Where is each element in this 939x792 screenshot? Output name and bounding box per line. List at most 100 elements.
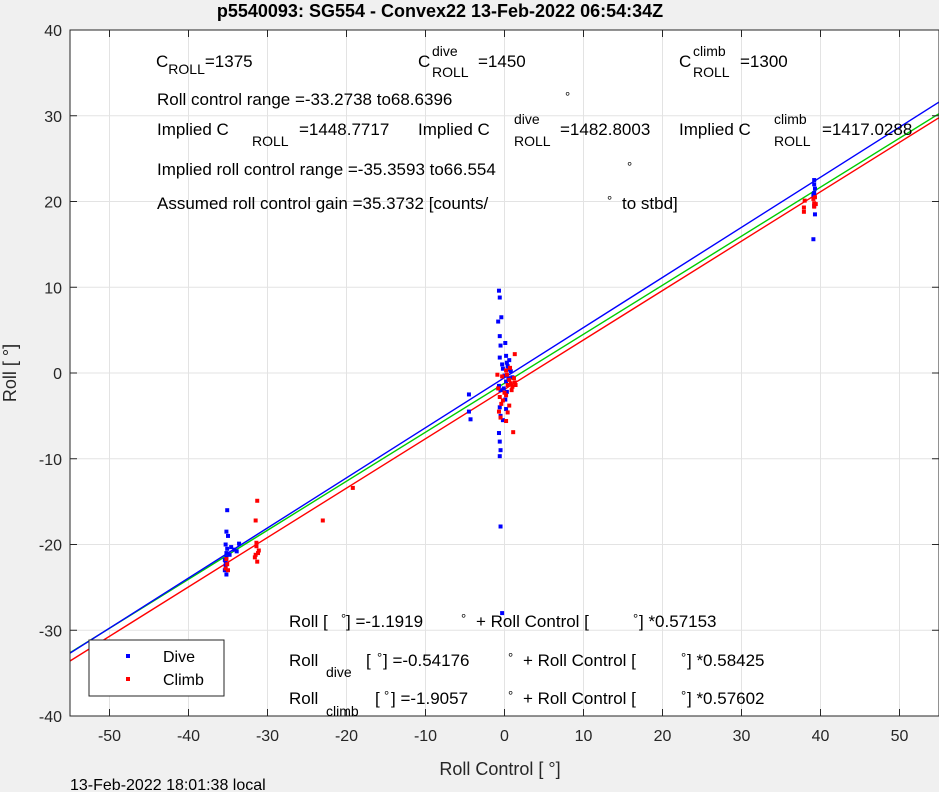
climb-point — [500, 374, 505, 379]
y-tick-label: 10 — [44, 280, 62, 297]
dive-point — [812, 178, 817, 183]
degree-symbol: ° — [341, 611, 346, 626]
legend: Dive Climb — [88, 639, 225, 697]
dive-point — [496, 383, 501, 388]
dive-point — [224, 551, 229, 556]
eq2-mid: ] =-0.54176 — [383, 651, 470, 670]
eq2-sub: dive — [326, 664, 352, 680]
gain-suffix: to stbd] — [622, 194, 678, 213]
legend-climb-label: Climb — [163, 672, 204, 689]
c-roll-label: CROLL=1375 — [156, 52, 253, 77]
eq3-rc: + Roll Control [ — [523, 689, 636, 708]
climb-point — [496, 386, 501, 391]
x-tick-label: 40 — [812, 728, 830, 745]
climb-point — [224, 557, 229, 562]
axis-ticks: -50 -40 -30 -20 -10 0 10 20 30 40 50 -40 -30 -20 -10 0 1… — [39, 23, 939, 745]
y-tick-label: -20 — [39, 538, 62, 555]
x-tick-label: 10 — [575, 728, 593, 745]
dive-point — [508, 369, 513, 374]
climb-point — [226, 568, 230, 573]
climb-point — [505, 410, 510, 415]
eq3-end: ] *0.57602 — [687, 689, 765, 708]
annotations: CROLL=1375 C dive ROLL =1450 C climb ROL… — [156, 43, 912, 719]
c-roll-dive-value: =1450 — [478, 52, 526, 71]
y-axis-label: Roll [ °] — [0, 344, 20, 402]
eq2-bracket: [ — [366, 651, 371, 670]
x-tick-label: -20 — [335, 728, 358, 745]
dive-point — [500, 362, 505, 367]
climb-point — [252, 555, 257, 560]
implied-c-climb-sub: ROLL — [774, 133, 811, 149]
climb-point — [508, 381, 513, 386]
eq2-lhs: Roll — [289, 651, 318, 670]
climb-point — [499, 401, 504, 406]
implied-c-sub: ROLL — [252, 133, 289, 149]
dive-point — [500, 366, 505, 371]
dive-point — [498, 388, 503, 393]
dive-point — [504, 353, 509, 358]
dive-point — [497, 439, 502, 444]
dive-point — [811, 237, 816, 242]
dive-point — [232, 547, 237, 552]
eq2-end: ] *0.58425 — [687, 651, 765, 670]
climb-point — [256, 551, 261, 556]
x-tick-label: -10 — [414, 728, 437, 745]
dive-point — [497, 454, 502, 459]
dive-point — [504, 360, 509, 365]
x-tick-label: -40 — [177, 728, 200, 745]
x-tick-label: 30 — [733, 728, 751, 745]
dive-point — [466, 409, 471, 414]
eq3-lhs: Roll — [289, 689, 318, 708]
eq3-sub: climb — [326, 703, 359, 719]
climb-point — [505, 383, 510, 388]
dive-point — [504, 379, 509, 384]
implied-c-climb-sup: climb — [774, 111, 807, 127]
dive-point — [227, 552, 232, 557]
y-tick-label: 0 — [53, 366, 62, 383]
legend-box — [88, 639, 225, 697]
eq3-bracket: [ — [375, 689, 380, 708]
dive-point — [500, 418, 505, 423]
climb-point — [508, 365, 513, 370]
c-roll-climb-sub: ROLL — [693, 64, 730, 80]
x-tick-label: 50 — [891, 728, 909, 745]
dive-point — [223, 542, 228, 547]
dive-point — [504, 389, 509, 394]
eq3-mid: ] =-1.9057 — [391, 689, 468, 708]
y-tick-label: 30 — [44, 109, 62, 126]
dive-point — [224, 572, 229, 577]
climb-point — [512, 380, 517, 385]
climb-point — [512, 352, 517, 357]
climb-point — [253, 518, 258, 523]
dive-point — [225, 546, 230, 551]
climb-point — [498, 415, 503, 420]
dive-point — [497, 355, 502, 360]
fit-line — [69, 101, 939, 654]
degree-symbol: ° — [377, 650, 382, 665]
degree-symbol: ° — [607, 193, 612, 208]
dive-point — [497, 295, 502, 300]
dive-point — [505, 364, 510, 369]
climb-point — [510, 384, 515, 389]
degree-symbol: ° — [681, 650, 686, 665]
dive-point — [234, 549, 239, 554]
dive-point — [497, 405, 502, 410]
climb-point — [509, 388, 514, 393]
degree-symbol: ° — [508, 688, 513, 703]
dive-point — [498, 448, 503, 453]
dive-point — [812, 186, 817, 191]
climb-point — [813, 202, 818, 207]
x-tick-label: 0 — [500, 728, 509, 745]
dive-point — [502, 373, 507, 378]
dive-point — [468, 417, 473, 422]
dive-point — [497, 334, 502, 339]
degree-symbol: ° — [461, 611, 466, 626]
implied-c-climb-prefix: Implied C — [679, 120, 751, 139]
gain-text: Assumed roll control gain =35.3732 [coun… — [157, 194, 489, 213]
implied-c-dive-prefix: Implied C — [418, 120, 490, 139]
y-tick-label: 20 — [44, 195, 62, 212]
climb-point — [812, 204, 817, 209]
eq1-lhs: Roll [ — [289, 612, 328, 631]
c-roll-climb-value: =1300 — [740, 52, 788, 71]
chart-title: p5540093: SG554 - Convex22 13-Feb-2022 0… — [217, 1, 663, 21]
